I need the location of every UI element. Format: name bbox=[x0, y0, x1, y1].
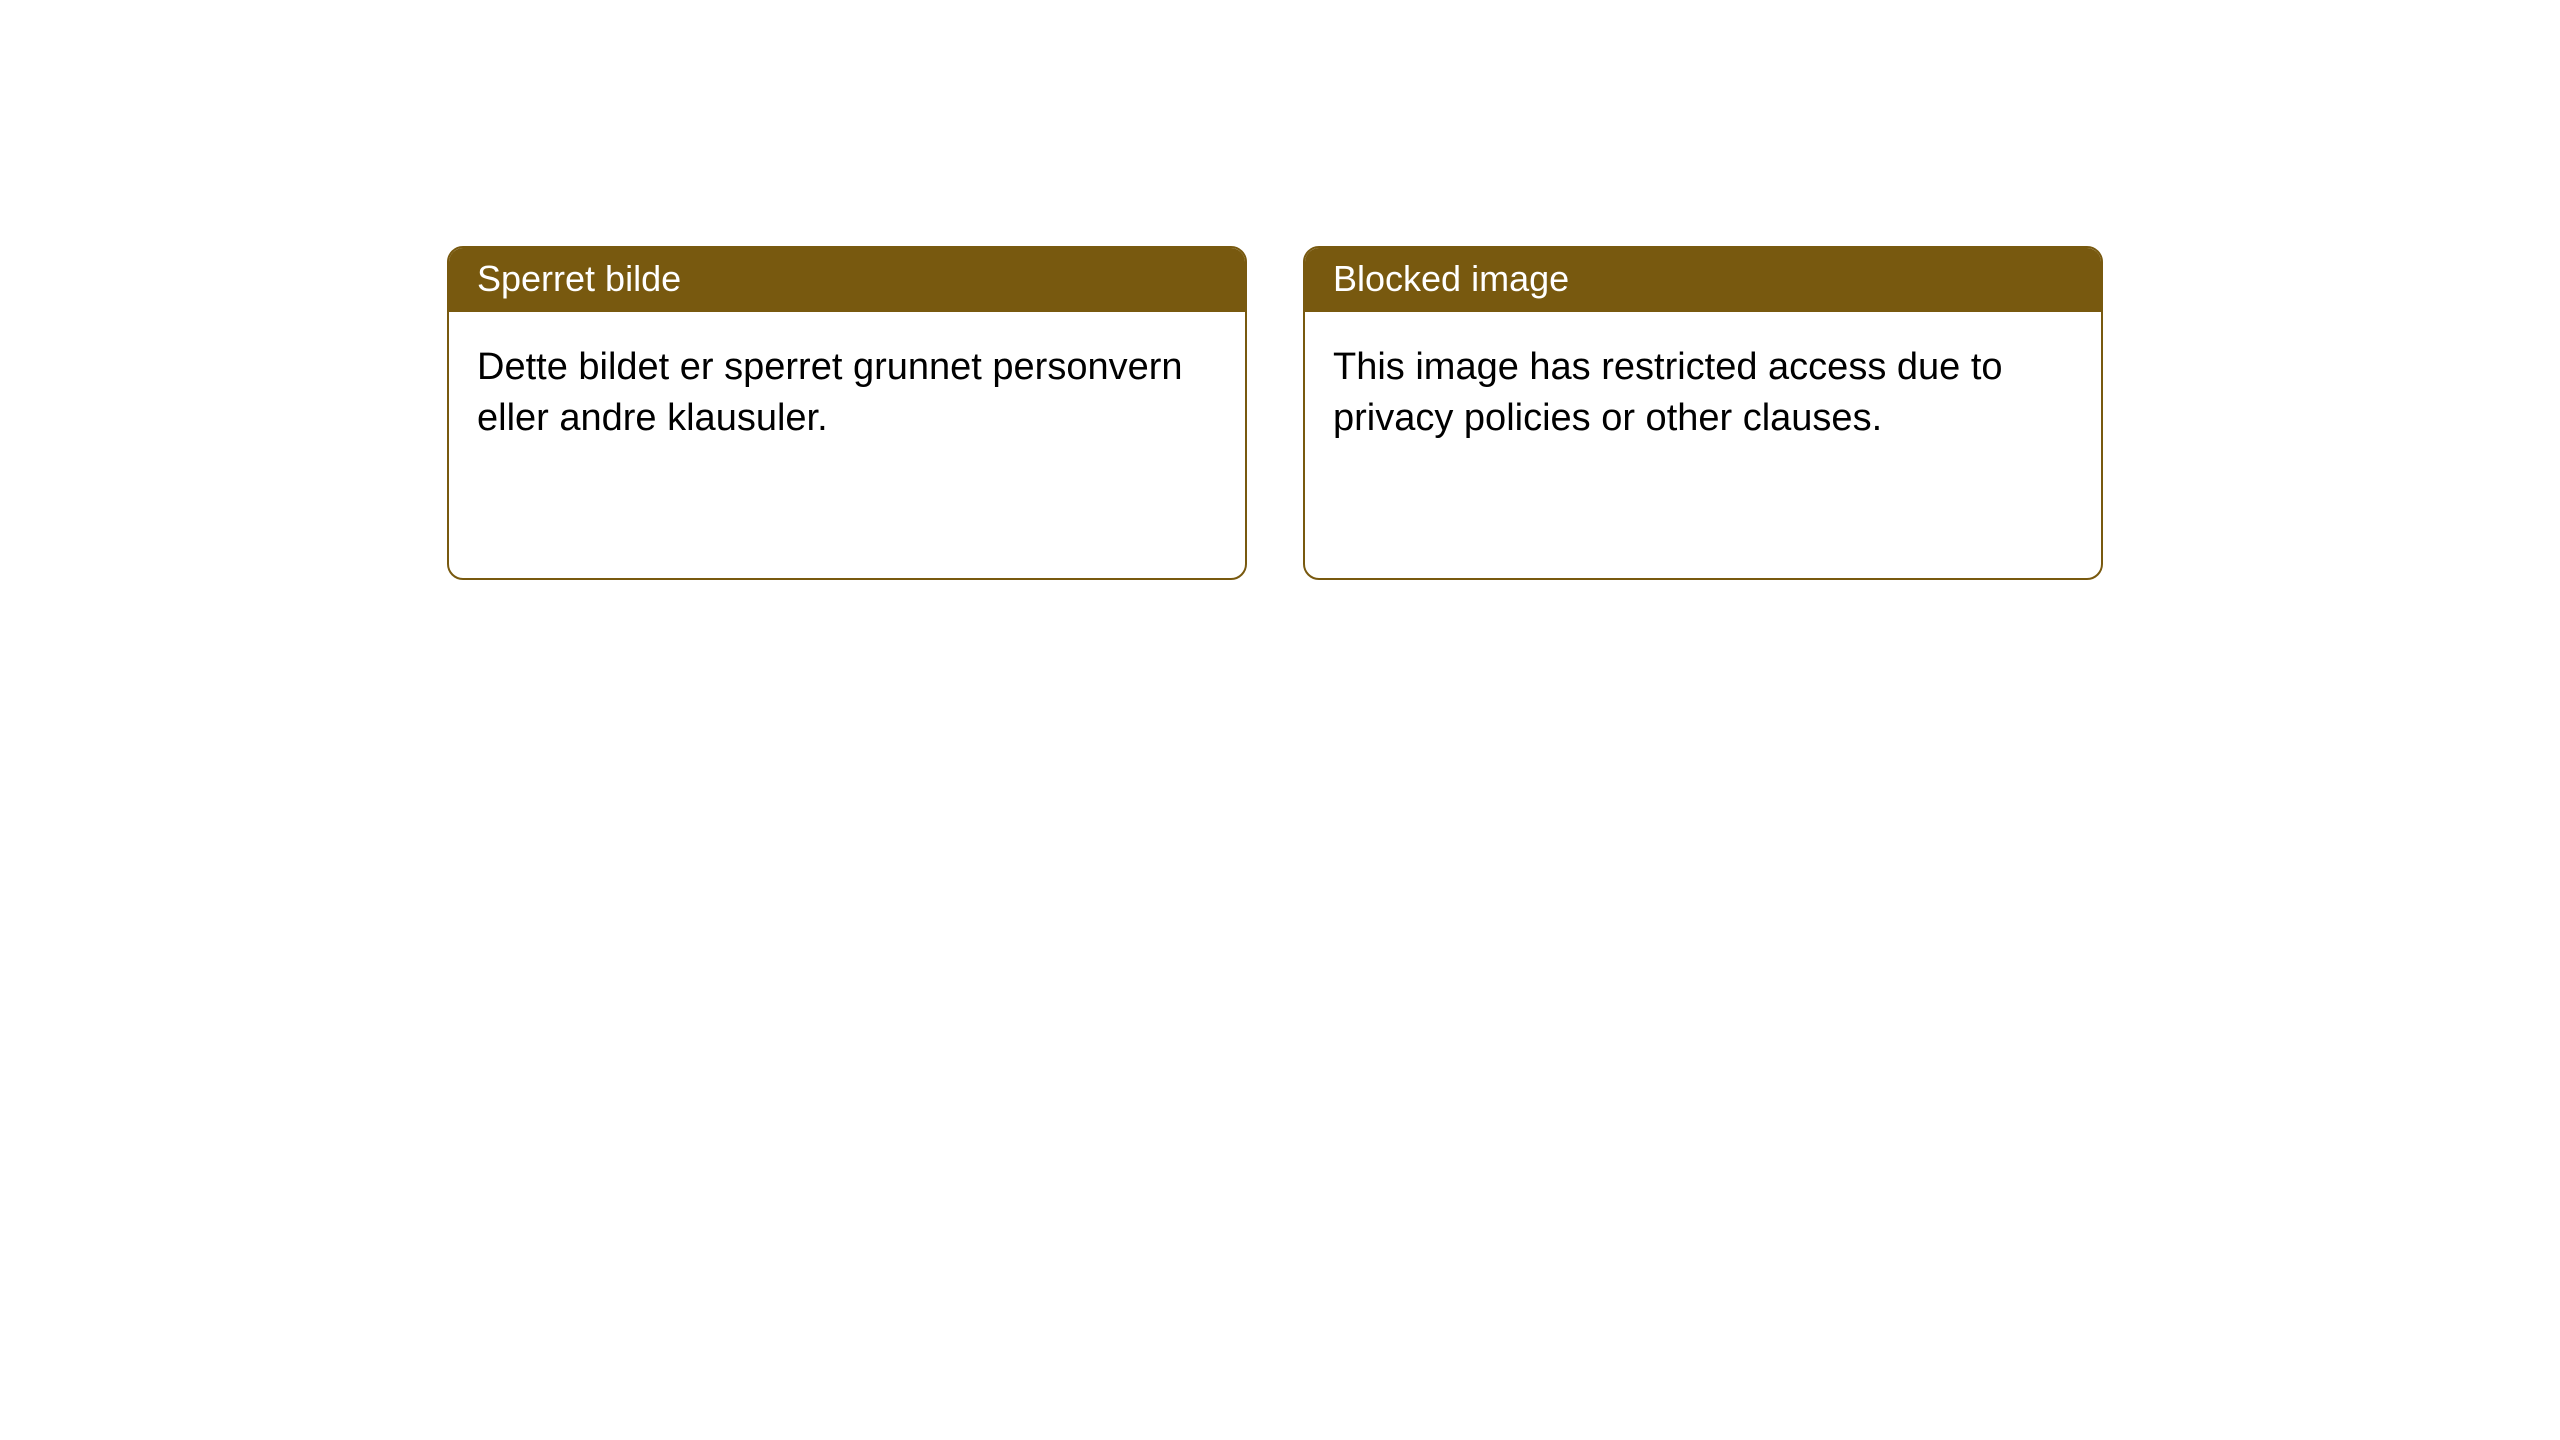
notice-container: Sperret bilde Dette bildet er sperret gr… bbox=[0, 0, 2560, 580]
card-body-text: Dette bildet er sperret grunnet personve… bbox=[477, 346, 1183, 439]
card-title: Sperret bilde bbox=[477, 258, 681, 299]
card-header: Sperret bilde bbox=[449, 248, 1245, 312]
card-body: This image has restricted access due to … bbox=[1305, 312, 2101, 475]
card-title: Blocked image bbox=[1333, 258, 1569, 299]
notice-card-english: Blocked image This image has restricted … bbox=[1303, 246, 2103, 580]
card-body-text: This image has restricted access due to … bbox=[1333, 346, 2003, 439]
card-header: Blocked image bbox=[1305, 248, 2101, 312]
notice-card-norwegian: Sperret bilde Dette bildet er sperret gr… bbox=[447, 246, 1247, 580]
card-body: Dette bildet er sperret grunnet personve… bbox=[449, 312, 1245, 475]
